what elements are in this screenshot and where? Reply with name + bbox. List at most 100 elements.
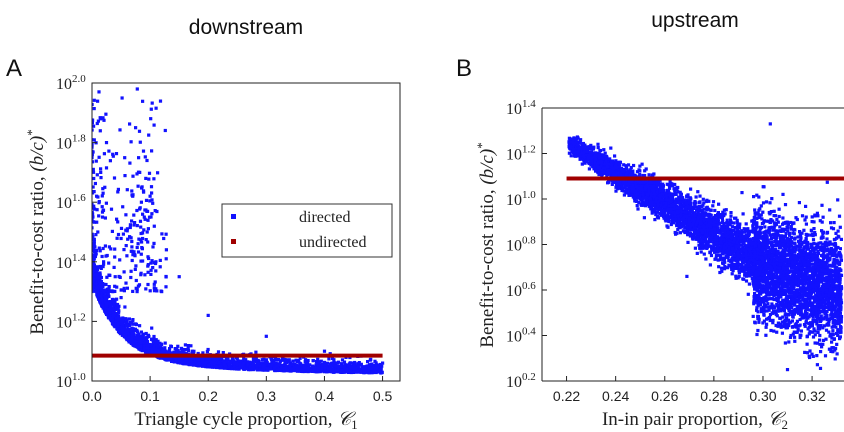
directed-point (150, 326, 154, 330)
directed-point (364, 365, 368, 369)
directed-point (92, 249, 96, 254)
directed-point (145, 230, 149, 234)
directed-point (176, 344, 180, 348)
directed-point (746, 239, 750, 243)
directed-point (235, 364, 239, 368)
directed-point (150, 191, 154, 195)
directed-point (297, 359, 301, 363)
directed-point (154, 343, 158, 347)
directed-point (164, 285, 168, 289)
directed-point (145, 340, 149, 345)
directed-point (251, 362, 255, 366)
directed-point (274, 364, 278, 368)
directed-point (124, 244, 128, 248)
directed-point (138, 324, 142, 328)
directed-point (154, 340, 158, 344)
directed-point (280, 358, 285, 362)
directed-point (139, 271, 143, 275)
directed-point (270, 363, 274, 367)
directed-point (113, 322, 117, 327)
directed-point (97, 155, 101, 159)
directed-point (112, 265, 116, 269)
directed-point (718, 270, 722, 275)
directed-point (124, 281, 128, 285)
directed-point (278, 359, 282, 363)
directed-point (569, 154, 573, 158)
directed-point (150, 101, 154, 105)
panel-a-ytick-label: 101.8 (56, 133, 86, 153)
directed-point (95, 173, 99, 177)
directed-point (282, 357, 286, 362)
directed-point (205, 358, 209, 362)
directed-point (295, 368, 299, 372)
directed-point (122, 326, 126, 330)
directed-point (326, 367, 330, 371)
directed-point (158, 258, 162, 262)
directed-point (115, 236, 119, 240)
directed-point (113, 247, 117, 251)
directed-point (284, 366, 288, 370)
directed-point (294, 358, 298, 362)
directed-point (151, 201, 155, 205)
panel-a-ylabel: Benefit-to-cost ratio, (b/c)* (24, 129, 48, 334)
panel-b-heading: upstream (651, 9, 739, 32)
directed-point (138, 219, 143, 223)
directed-point (100, 254, 104, 259)
directed-point (144, 287, 148, 291)
directed-point (95, 194, 99, 198)
directed-point (132, 213, 136, 217)
directed-point (133, 253, 137, 257)
directed-point (737, 246, 741, 250)
directed-point (340, 358, 345, 362)
directed-point (256, 365, 260, 369)
directed-point (145, 335, 149, 339)
directed-point (92, 283, 94, 287)
directed-point (372, 369, 376, 373)
directed-point (585, 145, 589, 149)
directed-point (141, 236, 145, 241)
directed-point (143, 341, 147, 345)
directed-point (293, 368, 297, 372)
directed-point (116, 317, 120, 321)
directed-point (374, 362, 378, 366)
directed-point (751, 224, 755, 228)
directed-point (139, 252, 143, 256)
directed-point (683, 226, 687, 230)
directed-point (92, 260, 95, 264)
directed-point (375, 364, 379, 368)
directed-point (108, 159, 112, 163)
directed-point (347, 363, 351, 367)
directed-point (668, 186, 672, 190)
directed-point (167, 356, 171, 360)
directed-point (741, 212, 745, 216)
directed-point (137, 129, 142, 133)
directed-point (160, 232, 164, 236)
directed-point (750, 276, 754, 280)
directed-point (345, 367, 349, 372)
directed-point (134, 278, 138, 283)
directed-point (96, 289, 100, 293)
directed-point (580, 162, 584, 166)
directed-point (274, 361, 278, 365)
directed-point (190, 349, 194, 353)
directed-point (122, 286, 126, 290)
directed-point (638, 169, 642, 173)
directed-point (152, 224, 156, 228)
directed-point (328, 362, 332, 366)
directed-point (131, 322, 135, 326)
directed-point (198, 361, 202, 365)
directed-point (109, 316, 113, 320)
panel-a-axes-frame (91, 82, 401, 382)
directed-point (160, 343, 164, 347)
panel-a-xtick-label: 0.3 (257, 388, 277, 404)
directed-point (306, 369, 310, 373)
directed-point (201, 351, 205, 355)
directed-point (121, 316, 125, 320)
directed-point (148, 199, 152, 203)
directed-point (602, 148, 606, 152)
directed-point (381, 361, 385, 365)
directed-point (108, 300, 112, 304)
directed-point (270, 360, 274, 364)
directed-point (92, 124, 96, 128)
directed-point (104, 141, 109, 145)
